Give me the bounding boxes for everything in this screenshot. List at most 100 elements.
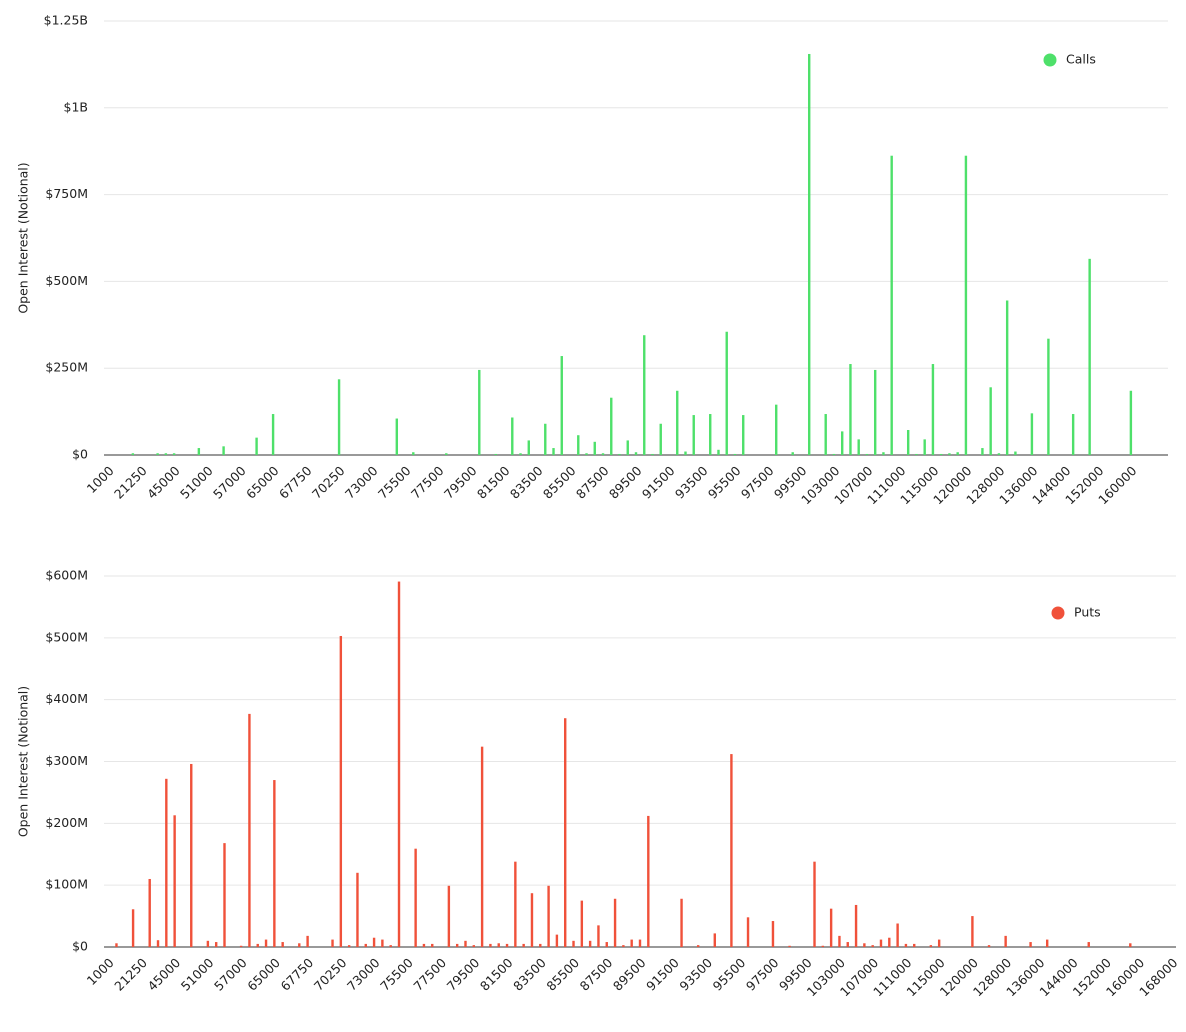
bar	[585, 453, 588, 455]
x-tick-label: 85500	[543, 955, 582, 994]
x-tick-label: 77500	[410, 955, 449, 994]
bar	[605, 942, 608, 947]
bar	[896, 923, 899, 947]
x-tick-label: 83500	[510, 955, 549, 994]
bar	[172, 453, 176, 455]
x-tick-label: 79500	[441, 463, 480, 502]
bar	[1087, 942, 1090, 947]
y-tick-label: $750M	[45, 186, 88, 201]
x-tick-label: 21250	[111, 463, 150, 502]
y-tick-label: $600M	[45, 568, 88, 583]
x-tick-label: 51000	[177, 463, 216, 502]
bar	[680, 898, 683, 947]
bar	[622, 945, 625, 947]
bar	[824, 414, 827, 455]
bar	[505, 943, 509, 947]
bar	[527, 440, 530, 455]
bar	[552, 448, 555, 455]
bar	[593, 441, 596, 455]
bar	[381, 939, 384, 947]
bar	[775, 404, 778, 455]
bar	[647, 815, 650, 947]
bar	[478, 369, 481, 455]
bar	[356, 872, 359, 947]
bar	[339, 635, 343, 947]
bar	[544, 423, 547, 455]
bar	[522, 943, 525, 947]
bar	[871, 945, 874, 947]
bar	[588, 940, 592, 947]
y-tick-label: $0	[72, 939, 88, 954]
x-tick-label: 85500	[540, 463, 579, 502]
y-tick-label: $1.25B	[44, 13, 88, 28]
y-tick-label: $500M	[45, 629, 88, 644]
bar	[271, 414, 275, 455]
bar	[643, 335, 646, 455]
x-tick-label: 70250	[309, 463, 348, 502]
y-tick-label: $300M	[45, 753, 88, 768]
x-tick-label: 95500	[705, 463, 744, 502]
bar	[1129, 943, 1132, 947]
bar	[684, 451, 687, 455]
bar	[564, 718, 567, 947]
bar	[989, 387, 992, 455]
bar	[863, 943, 866, 947]
bar	[530, 893, 534, 947]
bar	[165, 778, 168, 947]
bar	[514, 861, 517, 947]
x-tick-label: 91500	[643, 955, 682, 994]
bar	[445, 453, 448, 455]
x-tick-label: 97500	[738, 463, 777, 502]
x-tick-label: 79500	[444, 955, 483, 994]
bar	[659, 423, 662, 455]
bar	[164, 453, 168, 455]
bar	[742, 415, 745, 455]
bar	[709, 414, 712, 455]
x-tick-label: 45000	[145, 955, 184, 994]
bar	[791, 452, 794, 455]
bar	[888, 937, 891, 947]
x-tick-label: 87500	[577, 955, 616, 994]
legend-marker	[1051, 606, 1065, 620]
bar	[580, 900, 584, 947]
x-tick-label: 51000	[178, 955, 217, 994]
x-tick-label: 89500	[606, 463, 645, 502]
bar	[849, 364, 852, 455]
bar	[987, 945, 991, 947]
bar	[511, 417, 514, 455]
bar	[725, 331, 728, 455]
bar	[626, 440, 629, 455]
bar	[879, 939, 883, 947]
x-tick-label: 75500	[377, 955, 416, 994]
bar	[813, 861, 816, 947]
bar	[1047, 338, 1050, 455]
bar	[956, 452, 959, 455]
bar	[412, 452, 415, 455]
bar	[156, 940, 160, 947]
bar	[882, 452, 885, 455]
y-tick-label: $1B	[64, 99, 88, 114]
bar	[618, 453, 621, 455]
x-tick-label: 83500	[507, 463, 546, 502]
bar	[414, 848, 417, 947]
bar	[1071, 414, 1075, 455]
bar	[489, 943, 492, 947]
y-axis-title: Open Interest (Notional)	[16, 162, 31, 313]
bar	[610, 397, 613, 455]
y-tick-label: $200M	[45, 815, 88, 830]
bar	[964, 155, 968, 455]
bar	[854, 904, 858, 947]
bar	[1014, 451, 1017, 455]
bar	[364, 943, 367, 947]
x-tick-label: 67750	[276, 463, 315, 502]
bar	[337, 379, 341, 455]
bar	[480, 746, 484, 947]
bar	[865, 453, 869, 455]
bar	[913, 943, 916, 947]
bar	[746, 917, 750, 947]
bar	[431, 943, 434, 947]
x-tick-label: 81500	[474, 463, 513, 502]
bar	[256, 943, 259, 947]
x-tick-label: 93500	[676, 955, 715, 994]
y-tick-label: $400M	[45, 691, 88, 706]
